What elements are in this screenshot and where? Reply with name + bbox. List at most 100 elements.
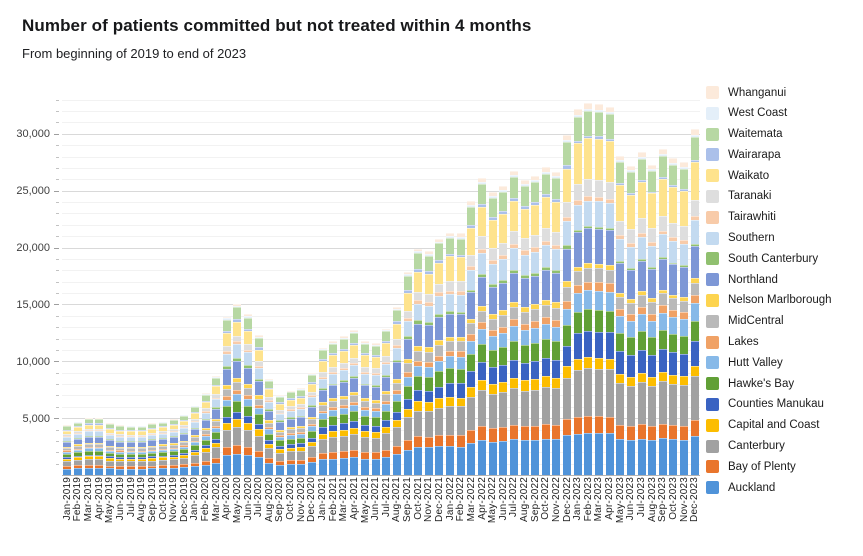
segment-whanganui[interactable] [680, 162, 689, 167]
segment-south-canterbury[interactable] [605, 228, 614, 231]
segment-lakes[interactable] [233, 390, 242, 394]
segment-waikato[interactable] [478, 206, 486, 237]
segment-taranaki[interactable] [116, 434, 125, 436]
segment-auckland[interactable] [414, 447, 423, 475]
segment-wairarapa[interactable] [63, 429, 72, 431]
segment-taranaki[interactable] [573, 183, 582, 201]
bar-May-2023[interactable] [616, 155, 625, 475]
segment-northland[interactable] [169, 437, 178, 444]
segment-southern[interactable] [690, 219, 699, 244]
segment-whanganui[interactable] [573, 109, 582, 115]
segment-south-canterbury[interactable] [680, 265, 689, 268]
segment-capital-and-coast[interactable] [478, 379, 486, 391]
segment-northland[interactable] [637, 260, 646, 292]
segment-nelson-marlborough[interactable] [116, 446, 125, 448]
segment-canterbury[interactable] [382, 433, 391, 450]
segment-southern[interactable] [382, 364, 391, 376]
segment-bay-of-plenty[interactable] [339, 451, 348, 458]
segment-canterbury[interactable] [680, 385, 689, 426]
segment-waitemata[interactable] [297, 390, 306, 397]
bar-Jul-2021[interactable] [382, 328, 391, 475]
segment-nelson-marlborough[interactable] [95, 442, 104, 445]
segment-bay-of-plenty[interactable] [680, 425, 689, 440]
segment-southern[interactable] [84, 431, 93, 436]
segment-whanganui[interactable] [265, 379, 274, 381]
segment-nelson-marlborough[interactable] [414, 345, 423, 351]
legend-item-waikato[interactable]: Waikato [706, 169, 832, 183]
segment-hutt-valley[interactable] [478, 329, 486, 344]
segment-hutt-valley[interactable] [190, 442, 199, 446]
segment-hutt-valley[interactable] [73, 449, 82, 452]
segment-whanganui[interactable] [488, 192, 497, 197]
segment-wairarapa[interactable] [286, 398, 295, 400]
legend-item-nelson-marlborough[interactable]: Nelson Marlborough [706, 293, 832, 307]
segment-hutt-valley[interactable] [371, 411, 380, 418]
segment-northland[interactable] [329, 385, 338, 399]
bar-Oct-2020[interactable] [286, 390, 295, 475]
bar-Jun-2021[interactable] [371, 343, 380, 475]
segment-auckland[interactable] [169, 467, 178, 475]
segment-hawke-s-bay[interactable] [105, 452, 114, 457]
segment-taranaki[interactable] [488, 248, 497, 261]
segment-midcentral[interactable] [361, 401, 370, 408]
segment-taranaki[interactable] [435, 283, 444, 293]
segment-waikato[interactable] [244, 331, 253, 345]
segment-taranaki[interactable] [605, 181, 614, 199]
segment-capital-and-coast[interactable] [680, 376, 689, 386]
segment-canterbury[interactable] [509, 388, 518, 425]
segment-south-canterbury[interactable] [573, 229, 582, 232]
segment-hawke-s-bay[interactable] [669, 333, 678, 353]
segment-hawke-s-bay[interactable] [626, 337, 635, 356]
segment-waikato[interactable] [190, 413, 199, 419]
segment-hutt-valley[interactable] [105, 450, 114, 453]
segment-west-coast[interactable] [488, 196, 497, 199]
segment-capital-and-coast[interactable] [541, 376, 550, 388]
segment-waitemata[interactable] [339, 339, 348, 349]
segment-hawke-s-bay[interactable] [63, 453, 72, 458]
segment-northland[interactable] [403, 339, 412, 359]
segment-southern[interactable] [626, 246, 635, 268]
segment-southern[interactable] [63, 436, 72, 441]
segment-northland[interactable] [116, 441, 125, 447]
segment-southern[interactable] [307, 397, 316, 406]
bar-Oct-2019[interactable] [159, 421, 167, 475]
segment-hutt-valley[interactable] [435, 360, 444, 372]
segment-lakes[interactable] [169, 447, 178, 449]
segment-hawke-s-bay[interactable] [446, 367, 455, 383]
segment-bay-of-plenty[interactable] [382, 449, 391, 457]
segment-midcentral[interactable] [478, 310, 486, 323]
segment-counties-manukau[interactable] [180, 453, 189, 456]
segment-waitemata[interactable] [541, 173, 550, 195]
segment-bay-of-plenty[interactable] [254, 450, 263, 458]
segment-hutt-valley[interactable] [584, 290, 593, 310]
segment-waikato[interactable] [690, 161, 699, 200]
segment-canterbury[interactable] [318, 438, 327, 454]
segment-midcentral[interactable] [520, 311, 529, 324]
segment-wairarapa[interactable] [244, 328, 253, 332]
segment-northland[interactable] [254, 381, 263, 396]
bar-Sep-2021[interactable] [403, 271, 412, 475]
segment-capital-and-coast[interactable] [212, 442, 221, 448]
segment-whanganui[interactable] [212, 375, 221, 377]
segment-midcentral[interactable] [509, 306, 518, 320]
segment-bay-of-plenty[interactable] [435, 434, 444, 446]
bar-Jan-2020[interactable] [190, 405, 199, 475]
legend-item-northland[interactable]: Northland [706, 273, 832, 287]
segment-northland[interactable] [509, 272, 518, 302]
segment-west-coast[interactable] [201, 394, 210, 395]
segment-tairawhiti[interactable] [222, 351, 231, 355]
segment-whanganui[interactable] [190, 405, 199, 407]
segment-south-canterbury[interactable] [616, 260, 625, 263]
segment-canterbury[interactable] [658, 381, 667, 424]
segment-hutt-valley[interactable] [169, 448, 178, 451]
segment-midcentral[interactable] [563, 287, 572, 301]
segment-taranaki[interactable] [159, 431, 167, 433]
segment-counties-manukau[interactable] [254, 423, 263, 430]
segment-canterbury[interactable] [105, 460, 114, 466]
segment-wairarapa[interactable] [116, 429, 125, 431]
segment-tairawhiti[interactable] [424, 301, 433, 306]
segment-auckland[interactable] [244, 454, 253, 475]
segment-taranaki[interactable] [180, 425, 189, 428]
segment-west-coast[interactable] [318, 349, 327, 351]
segment-wairarapa[interactable] [605, 138, 614, 141]
